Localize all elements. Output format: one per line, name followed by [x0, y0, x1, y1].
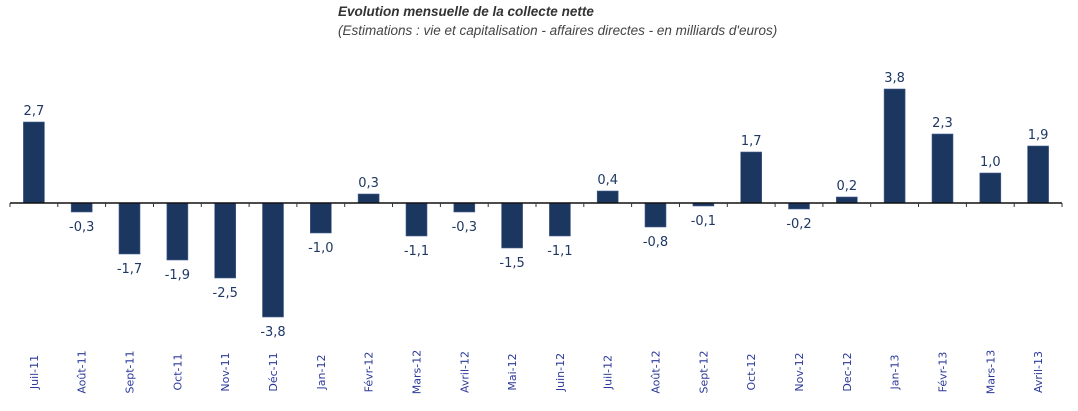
bar-Oct-12 — [740, 151, 763, 204]
data-label: -1,9 — [165, 268, 190, 283]
x-tick-label: Déc-11 — [267, 352, 280, 391]
x-tick-label: Mars-12 — [411, 350, 424, 394]
chart-title: Evolution mensuelle de la collecte nette — [338, 4, 594, 19]
bar-Juin-12 — [549, 202, 571, 237]
bar-Nov-12 — [788, 202, 810, 210]
data-label: -0,1 — [691, 214, 716, 229]
data-label: -0,8 — [643, 235, 668, 250]
bar-Août-11 — [70, 202, 93, 213]
bar-Juil-12 — [596, 190, 619, 204]
x-tick-label: Avril-13 — [1032, 351, 1045, 393]
bar-Juil-11 — [23, 121, 45, 204]
x-tick-label: Nov-11 — [219, 352, 232, 391]
bars-group — [23, 88, 1049, 318]
data-label: -0,3 — [69, 220, 94, 235]
bar-Août-12 — [644, 202, 667, 228]
x-tick-label: Août-12 — [650, 350, 663, 393]
x-tick-label: Mars-13 — [984, 350, 997, 394]
data-label: -1,7 — [117, 262, 142, 277]
x-tick-label: Avril-12 — [458, 351, 471, 393]
data-label: 1,9 — [1028, 128, 1049, 143]
x-tick-label: Jan-12 — [315, 355, 328, 391]
x-tick-labels-group: Juil-11 Août-11 Sept-11 Oct-11 Nov-11 Déc-11 J… — [28, 350, 1045, 394]
data-label: -1,1 — [547, 244, 572, 259]
x-tick-label: Oct-11 — [171, 354, 184, 391]
x-tick-label: Dec-12 — [841, 352, 854, 391]
bar-Mai-12 — [501, 202, 523, 249]
data-label: 2,7 — [24, 104, 45, 119]
data-label: -2,5 — [213, 286, 238, 301]
x-tick-label: Jan-13 — [889, 355, 902, 391]
bar-Nov-11 — [214, 202, 236, 279]
bar-Févr-12 — [357, 193, 380, 204]
bar-Avril-13 — [1027, 145, 1049, 204]
x-tick-label: Févr-13 — [937, 352, 950, 393]
x-tick-label: Nov-12 — [793, 352, 806, 391]
x-tick-label: Sept-12 — [697, 350, 710, 393]
x-tick-label: Août-11 — [76, 350, 89, 393]
bar-Mars-13 — [979, 172, 1002, 204]
data-label: 0,4 — [597, 173, 618, 188]
data-label: -0,2 — [786, 217, 811, 232]
data-label: -1,0 — [308, 241, 333, 256]
x-tick-label: Févr-12 — [363, 352, 376, 393]
bar-Mars-12 — [405, 202, 428, 237]
data-label: 1,7 — [741, 134, 762, 149]
data-label: -3,8 — [260, 325, 285, 340]
bar-Oct-11 — [166, 202, 189, 261]
x-tick-label: Mai-12 — [506, 353, 519, 390]
bar-Dec-12 — [835, 196, 858, 204]
data-label: -1,5 — [499, 256, 524, 271]
bar-Avril-12 — [453, 202, 476, 213]
x-tick-label: Juil-12 — [602, 355, 615, 390]
bar-Févr-13 — [931, 133, 954, 204]
x-axis — [9, 202, 1063, 207]
x-tick-label: Oct-12 — [745, 354, 758, 391]
data-label: 0,3 — [358, 176, 379, 191]
bar-Jan-13 — [883, 88, 906, 204]
x-tick-label: Juil-11 — [28, 355, 41, 390]
bar-Sept-11 — [118, 202, 141, 255]
x-tick-label: Sept-11 — [124, 350, 137, 393]
bar-Jan-12 — [309, 202, 332, 234]
data-label: 0,2 — [836, 179, 857, 194]
bar-Déc-11 — [262, 202, 284, 318]
chart-subtitle: (Estimations : vie et capitalisation - a… — [338, 23, 778, 38]
data-labels-group: 2,7 -0,3 -1,7 -1,9 -2,5 -3,8 -1,0 0,3 -1,1 -0,3 -1… — [24, 71, 1049, 340]
x-tick-label: Juin-12 — [554, 353, 567, 392]
data-label: -1,1 — [404, 244, 429, 259]
data-label: 2,3 — [932, 116, 953, 131]
data-label: 1,0 — [980, 155, 1001, 170]
data-label: 3,8 — [884, 71, 905, 86]
data-label: -0,3 — [452, 220, 477, 235]
